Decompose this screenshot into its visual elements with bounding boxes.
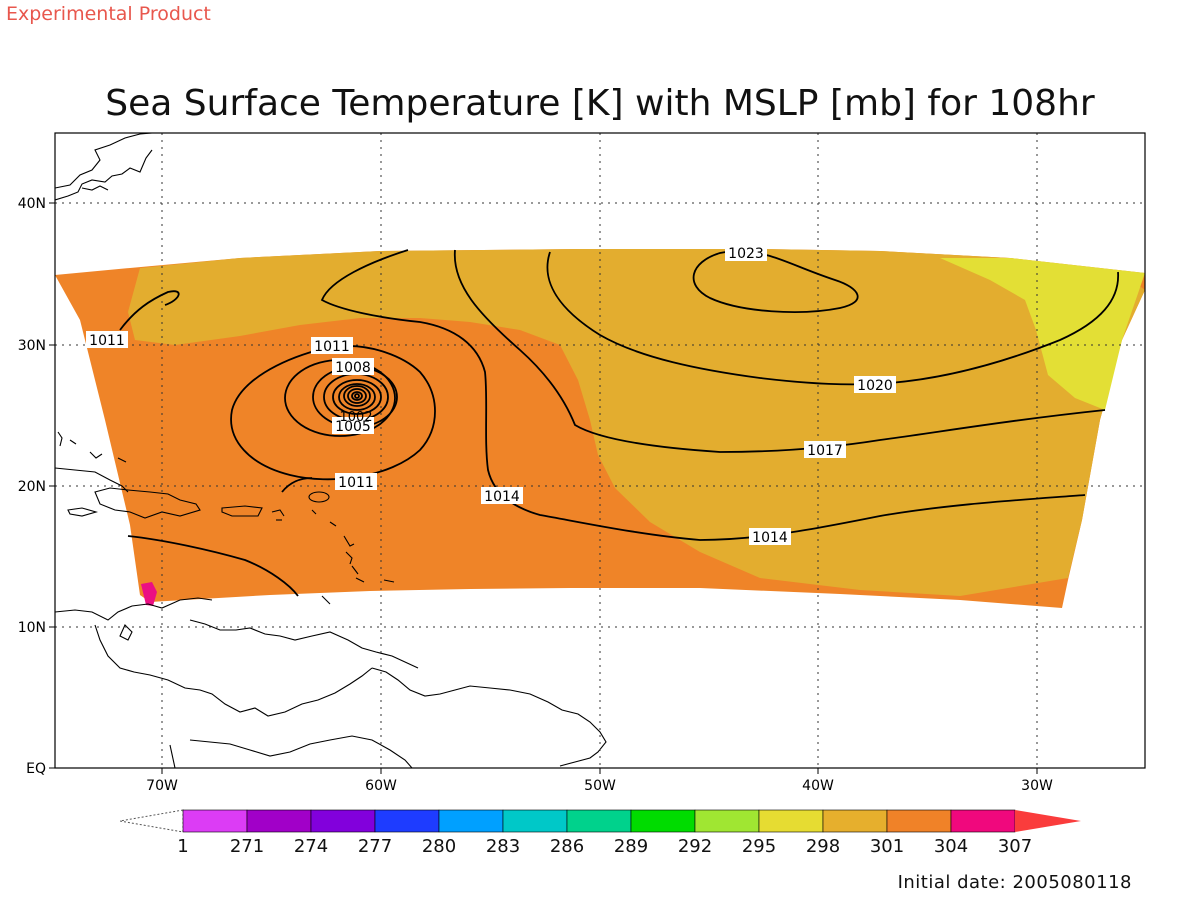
- isobar-label-1023: 1023: [728, 246, 764, 262]
- colorbar-swatch: [182, 809, 248, 833]
- map-title: Sea Surface Temperature [K] with MSLP [m…: [105, 83, 1095, 124]
- isobar-1017: [453, 249, 1106, 453]
- isobar-1011-north: [119, 290, 180, 331]
- colorbar-tick-label: 292: [678, 836, 712, 857]
- isobar-labels: 1023 1020 1017 1014 1014 1011 1011 1011 …: [86, 244, 896, 546]
- lon-label-70w: 70W: [146, 778, 178, 794]
- lon-label-40w: 40W: [802, 778, 834, 794]
- isobar-label-1017: 1017: [807, 443, 843, 459]
- initial-date-label: Initial date: 2005080118: [898, 872, 1132, 893]
- colorbar-tick-label: 271: [230, 836, 264, 857]
- colorbar-tick-label: 283: [486, 836, 520, 857]
- colorbar-swatch: [886, 809, 952, 833]
- colorbar-tick-label: 304: [934, 836, 968, 857]
- colorbar-swatch: [502, 809, 568, 833]
- lon-label-60w: 60W: [365, 778, 397, 794]
- isobar-label-1011-south: 1011: [338, 475, 374, 491]
- colorbar-tick-label: 274: [294, 836, 328, 857]
- colorbar-under-arrow: [119, 809, 184, 833]
- isobar-label-1005: 1005: [335, 419, 371, 435]
- lon-label-30w: 30W: [1021, 778, 1053, 794]
- lat-label-10n: 10N: [18, 620, 46, 636]
- colorbar-tick-label: 301: [870, 836, 904, 857]
- colorbar-swatch: [566, 809, 632, 833]
- isobar-1020: [546, 251, 1119, 386]
- colorbar-tick-label: 1: [177, 836, 188, 857]
- sst-yellow-region: [940, 258, 1145, 410]
- lat-label-30n: 30N: [18, 338, 46, 354]
- isobar-label-1002: 1002: [339, 410, 372, 425]
- sst-gold-region: [128, 249, 1145, 596]
- sst-hot-spot: [141, 582, 157, 606]
- colorbar-tick-label: 298: [806, 836, 840, 857]
- colorbar-swatch: [310, 809, 376, 833]
- experimental-product-label: Experimental Product: [6, 3, 211, 25]
- colorbar-swatch: [630, 809, 696, 833]
- colorbar-tick-label: 280: [422, 836, 456, 857]
- isobar-1023: [692, 250, 859, 313]
- colorbar-tick-label: 295: [742, 836, 776, 857]
- isobar-1011-south: [127, 535, 299, 597]
- isobar-1011-ring: [230, 345, 436, 481]
- lat-label-eq: EQ: [26, 761, 46, 777]
- colorbar-tick-label: 277: [358, 836, 392, 857]
- colorbar-tick-label: 307: [998, 836, 1032, 857]
- colorbar: 1 271 274 277 280 283 286 289 292 295 298 301 304 307: [119, 809, 1081, 857]
- isobar-label-1011-north: 1011: [314, 339, 350, 355]
- colorbar-tick-label: 289: [614, 836, 648, 857]
- lat-label-40n: 40N: [18, 196, 46, 212]
- axis-ticks: [49, 202, 1038, 774]
- isobar-label-1014-central: 1014: [484, 489, 520, 505]
- colorbar-swatch: [374, 809, 440, 833]
- lon-label-50w: 50W: [584, 778, 616, 794]
- isobar-label-1014-east: 1014: [752, 530, 788, 546]
- colorbar-over-arrow: [1015, 810, 1081, 832]
- colorbar-swatch: [438, 809, 504, 833]
- isobar-label-1008: 1008: [335, 360, 371, 376]
- colorbar-swatch: [950, 809, 1016, 833]
- colorbar-swatch: [758, 809, 824, 833]
- coastlines: [55, 133, 607, 768]
- lat-lon-grid: [55, 133, 1145, 768]
- lat-label-20n: 20N: [18, 479, 46, 495]
- isobar-label-1020: 1020: [857, 378, 893, 394]
- colorbar-swatch: [246, 809, 312, 833]
- colorbar-tick-label: 286: [550, 836, 584, 857]
- isobar-label-1011-west: 1011: [89, 333, 125, 349]
- colorbar-swatch: [822, 809, 888, 833]
- colorbar-swatch: [694, 809, 760, 833]
